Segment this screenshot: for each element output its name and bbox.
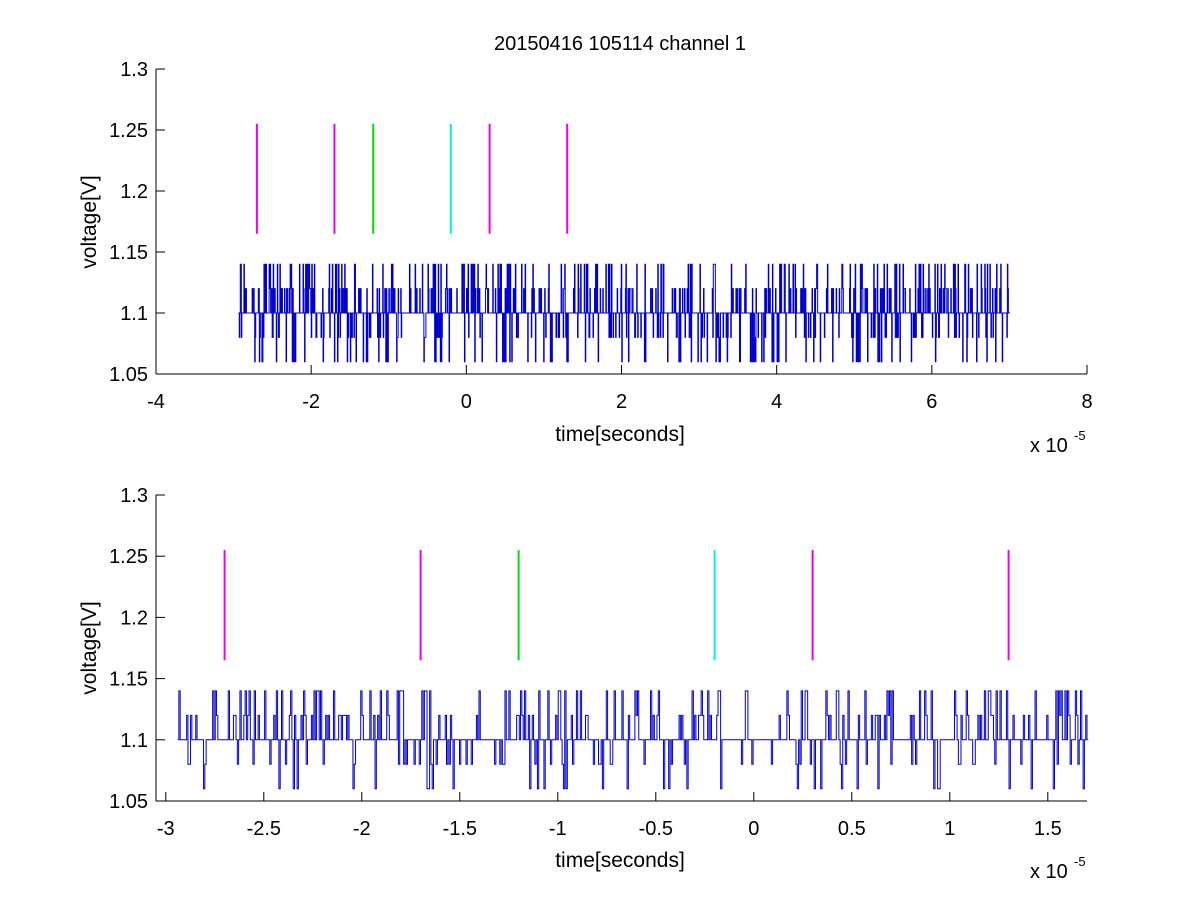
chart-title: 20150416 105114 channel 1 (494, 33, 746, 55)
y-tick-label: 1.3 (120, 59, 148, 81)
y-tick-label: 1.2 (120, 181, 148, 203)
x-tick-label: 1.5 (1034, 818, 1062, 840)
x-exponent-label: x 10 -5 (1030, 854, 1086, 883)
x-tick-label: 0 (461, 391, 472, 413)
y-tick-label: 1.1 (120, 303, 148, 325)
x-tick-label: 1 (944, 818, 955, 840)
x-tick-label: -0.5 (639, 818, 673, 840)
top-plot-panel: 20150416 105114 channel 1 -4 -2 0 2 4 6 8 1.05 1… (78, 33, 1093, 457)
x-exponent-label: x 10 -5 (1030, 428, 1086, 457)
top-plot-marks: -4 -2 0 2 4 6 8 1.05 1.1 1.15 1.2 1.25 1.3 (109, 59, 1093, 413)
x-tick-label: -4 (147, 391, 165, 413)
x-tick-label: 4 (771, 391, 782, 413)
x-tick-label: -3 (157, 818, 175, 840)
y-tick-label: 1.2 (120, 607, 148, 629)
x-exponent-base: x 10 (1030, 435, 1068, 457)
y-axis-label: voltage[V] (78, 601, 101, 694)
y-tick-label: 1.15 (109, 669, 148, 691)
x-tick-label: -2 (353, 818, 371, 840)
y-axis-label: voltage[V] (78, 175, 101, 268)
y-tick-label: 1.3 (120, 485, 148, 507)
x-tick-label: 8 (1081, 391, 1092, 413)
x-exponent-power: -5 (1074, 428, 1086, 443)
bottom-plot-panel: -3 -2.5 -2 -1.5 -1 -0.5 0 0.5 1 1.5 1.05 1.1 1.15 1.2… (78, 485, 1089, 883)
x-exponent-base: x 10 (1030, 861, 1068, 883)
y-tick-label: 1.25 (109, 546, 148, 568)
signal-trace (177, 690, 1089, 790)
x-tick-label: -2 (302, 391, 320, 413)
x-tick-label: 0 (748, 818, 759, 840)
x-tick-label: 0.5 (838, 818, 866, 840)
bottom-plot-marks: -3 -2.5 -2 -1.5 -1 -0.5 0 0.5 1 1.5 1.05 1.1 1.15 1.2… (109, 485, 1089, 840)
x-exponent-power: -5 (1074, 854, 1086, 869)
signal-trace (238, 263, 1010, 363)
y-tick-label: 1.1 (120, 730, 148, 752)
x-axis-label: time[seconds] (555, 849, 685, 872)
x-tick-label: -2.5 (247, 818, 281, 840)
x-tick-label: 2 (616, 391, 627, 413)
x-tick-label: -1 (549, 818, 567, 840)
x-tick-label: -1.5 (443, 818, 477, 840)
y-tick-label: 1.25 (109, 120, 148, 142)
y-tick-label: 1.15 (109, 242, 148, 264)
x-axis-label: time[seconds] (555, 423, 685, 446)
x-tick-label: 6 (926, 391, 937, 413)
y-tick-label: 1.05 (109, 364, 148, 386)
y-tick-label: 1.05 (109, 791, 148, 813)
